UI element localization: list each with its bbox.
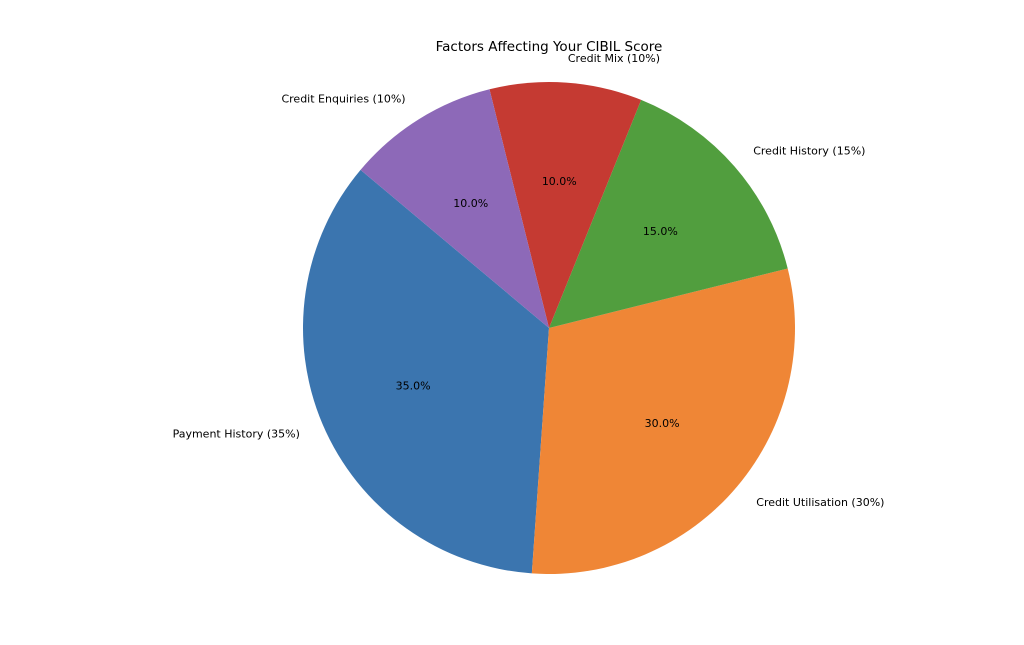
chart-title: Factors Affecting Your CIBIL Score <box>436 39 663 55</box>
pie-slice <box>360 89 549 328</box>
pie-slice <box>531 268 795 574</box>
slice-percent-label: 35.0% <box>396 380 431 393</box>
slice-label: Payment History (35%) <box>173 428 300 441</box>
pie-slice <box>303 169 549 574</box>
slice-label: Credit Utilisation (30%) <box>756 496 884 509</box>
pie-slice <box>549 99 788 328</box>
slice-percent-label: 10.0% <box>453 197 488 210</box>
slice-percent-label: 15.0% <box>643 225 678 238</box>
slice-percent-label: 10.0% <box>542 175 577 188</box>
slice-label: Credit History (15%) <box>753 144 865 157</box>
slice-percent-label: 30.0% <box>645 417 680 430</box>
slice-label: Credit Mix (10%) <box>568 52 660 65</box>
slice-label: Credit Enquiries (10%) <box>281 93 405 106</box>
pie-slice <box>489 82 642 329</box>
